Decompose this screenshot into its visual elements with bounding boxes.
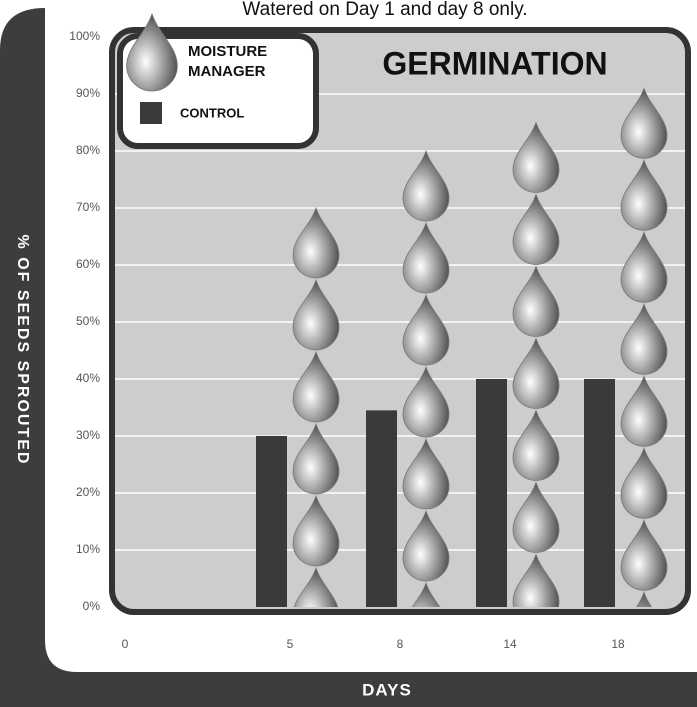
y-tick-label: 100% — [69, 29, 100, 43]
frame-corner — [45, 640, 77, 672]
y-tick-label: 20% — [76, 485, 100, 499]
y-tick-label: 10% — [76, 542, 100, 556]
y-tick-label: 0% — [83, 599, 101, 613]
y-tick-label: 90% — [76, 86, 100, 100]
legend-label: CONTROL — [180, 105, 244, 120]
x-tick-label: 14 — [503, 637, 517, 651]
legend-drop-icon — [127, 14, 178, 91]
x-tick-label: 18 — [611, 637, 625, 651]
chart-subtitle: GERMINATION — [382, 45, 607, 81]
legend-swatch — [140, 102, 162, 124]
y-tick-label: 70% — [76, 200, 100, 214]
frame-bottom — [0, 672, 697, 707]
y-tick-label: 60% — [76, 257, 100, 271]
chart: MOISTURE MANAGERCONTROL Watered on Day 1… — [0, 0, 697, 707]
y-axis-label: % OF SEEDS SPROUTED — [14, 235, 31, 466]
bar — [256, 436, 287, 607]
x-tick-label: 0 — [122, 637, 129, 651]
x-axis-label: DAYS — [362, 680, 412, 699]
bar — [366, 410, 397, 607]
bar — [476, 379, 507, 607]
y-tick-label: 30% — [76, 428, 100, 442]
x-tick-label: 5 — [287, 637, 294, 651]
y-tick-label: 80% — [76, 143, 100, 157]
x-tick-label: 8 — [397, 637, 404, 651]
y-tick-label: 50% — [76, 314, 100, 328]
bar — [584, 379, 615, 607]
y-tick-label: 40% — [76, 371, 100, 385]
chart-title: Watered on Day 1 and day 8 only. — [242, 0, 527, 20]
